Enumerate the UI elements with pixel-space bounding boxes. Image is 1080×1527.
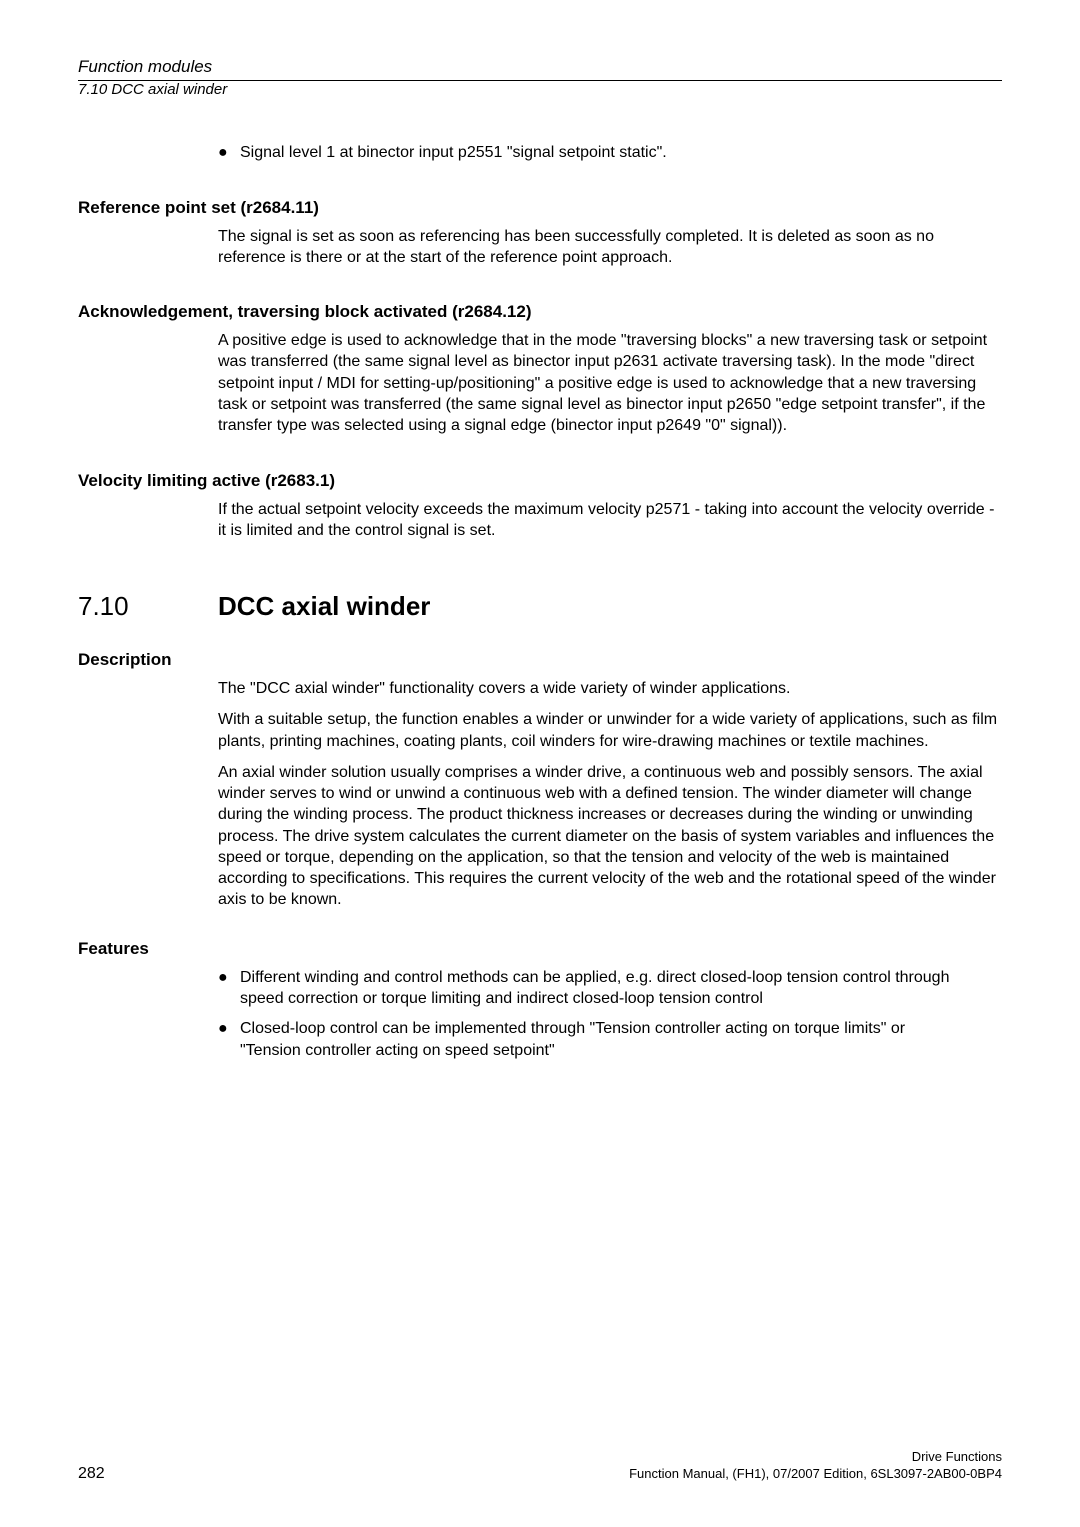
feature-1-text: Different winding and control methods ca… — [240, 967, 1002, 1010]
page-container: Function modules 7.10 DCC axial winder ●… — [0, 0, 1080, 1527]
desc-para-1: The "DCC axial winder" functionality cov… — [218, 678, 1002, 699]
footer-line-2: Function Manual, (FH1), 07/2007 Edition,… — [78, 1466, 1002, 1483]
intro-bullet-row: ● Signal level 1 at binector input p2551… — [218, 142, 1002, 164]
feature-2-line2: "Tension controller acting on speed setp… — [240, 1042, 555, 1059]
heading-features: Features — [78, 939, 1002, 959]
feature-1-line1: Different winding and control methods ca… — [240, 969, 949, 986]
para-velocity: If the actual setpoint velocity exceeds … — [218, 499, 1002, 542]
spacer — [78, 98, 1002, 142]
bullet-icon: ● — [218, 1018, 240, 1061]
feature-1-line2: speed correction or torque limiting and … — [240, 990, 763, 1007]
feature-bullet-1: ● Different winding and control methods … — [218, 967, 1002, 1010]
para-reference-point: The signal is set as soon as referencing… — [218, 226, 1002, 269]
footer-line-1: Drive Functions — [78, 1449, 1002, 1466]
bullet-icon: ● — [218, 142, 240, 164]
intro-bullet-text: Signal level 1 at binector input p2551 "… — [240, 142, 1002, 164]
feature-2-text: Closed-loop control can be implemented t… — [240, 1018, 1002, 1061]
header-subtitle: 7.10 DCC axial winder — [78, 81, 1002, 98]
feature-2-line1: Closed-loop control can be implemented t… — [240, 1020, 905, 1037]
chapter-number: 7.10 — [78, 591, 218, 622]
chapter-title: DCC axial winder — [218, 591, 430, 622]
desc-para-3: An axial winder solution usually compris… — [218, 762, 1002, 911]
desc-para-2: With a suitable setup, the function enab… — [218, 709, 1002, 752]
heading-reference-point: Reference point set (r2684.11) — [78, 198, 1002, 218]
page-footer: Drive Functions Function Manual, (FH1), … — [78, 1449, 1002, 1483]
feature-bullet-2: ● Closed-loop control can be implemented… — [218, 1018, 1002, 1061]
header-title: Function modules — [78, 56, 1002, 78]
heading-acknowledgement: Acknowledgement, traversing block activa… — [78, 302, 1002, 322]
chapter-heading-row: 7.10 DCC axial winder — [78, 591, 1002, 622]
para-acknowledgement: A positive edge is used to acknowledge t… — [218, 330, 1002, 436]
bullet-icon: ● — [218, 967, 240, 1010]
heading-velocity: Velocity limiting active (r2683.1) — [78, 471, 1002, 491]
heading-description: Description — [78, 650, 1002, 670]
footer-right-block: Drive Functions Function Manual, (FH1), … — [78, 1449, 1002, 1483]
footer-page-number: 282 — [78, 1465, 105, 1483]
running-header: Function modules 7.10 DCC axial winder — [78, 56, 1002, 98]
